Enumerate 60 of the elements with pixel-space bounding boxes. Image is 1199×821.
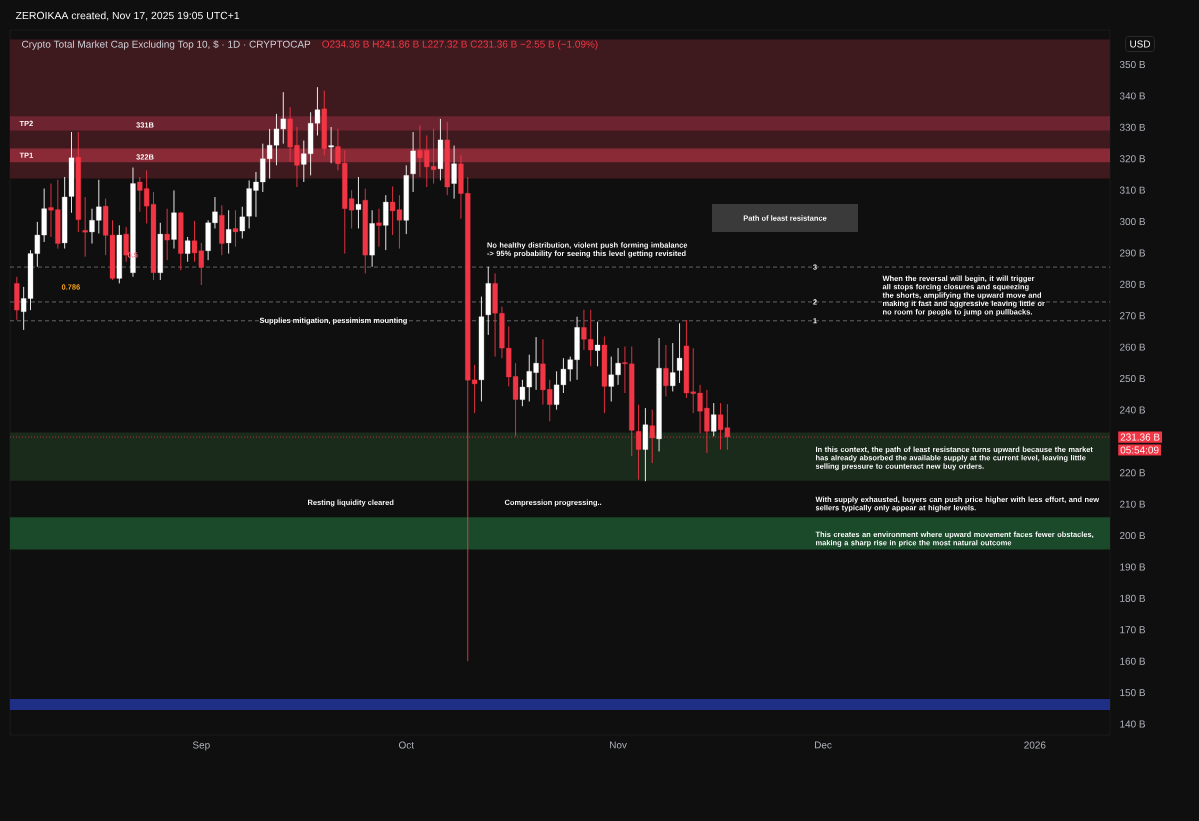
y-tick-label: 250 B <box>1120 375 1146 383</box>
y-tick-label: 340 B <box>1119 92 1146 100</box>
y-tick-label: 350 B <box>1119 61 1146 69</box>
candlestick <box>116 224 122 284</box>
x-tick-label: Sep <box>192 741 210 751</box>
y-tick-label: 180 B <box>1120 594 1146 602</box>
y-tick-label: 140 B <box>1120 720 1146 728</box>
candlestick <box>178 211 184 271</box>
text: 05:54:09 <box>1120 446 1159 454</box>
candlestick <box>444 121 450 196</box>
y-tick-label: 160 B <box>1120 657 1146 665</box>
text: USD <box>1130 40 1151 48</box>
annotation: O234.36 B H241.86 B L227.32 B C231.36 B −2.55 B (−1.09%) <box>322 40 598 50</box>
y-tick-label: 310 B <box>1119 186 1146 194</box>
text: Crypto Total Market Cap Excluding Top 10, $ · 1D · CRYPTOCAP <box>22 40 311 50</box>
candlestick <box>485 266 491 336</box>
y-tick-label: 270 B <box>1120 312 1146 320</box>
candlestick <box>670 342 676 392</box>
candlestick <box>376 208 382 248</box>
candlestick <box>321 90 327 156</box>
candlestick <box>355 176 362 229</box>
candlestick <box>676 322 683 384</box>
candlestick <box>383 194 389 251</box>
y-tick-label: 190 B <box>1120 563 1146 571</box>
y-tick-label: 280 B <box>1120 280 1146 288</box>
candlestick <box>219 204 225 256</box>
candlestick <box>232 209 239 248</box>
ref-line-label: 231.36 B <box>1120 433 1160 441</box>
y-tick-label: 290 B <box>1120 249 1146 257</box>
candlestick <box>75 131 81 233</box>
candlestick <box>478 296 485 402</box>
y-tick-label: 210 B <box>1120 500 1146 508</box>
y-tick-label: 330 B <box>1119 123 1146 131</box>
candlestick <box>601 336 608 414</box>
x-tick-label: Dec <box>814 741 832 749</box>
candlestick <box>711 402 717 437</box>
x-tick-label: Oct <box>398 741 414 749</box>
y-tick-label: 150 B <box>1120 689 1146 697</box>
candlestick <box>437 118 444 181</box>
y-tick-label: 260 B <box>1120 343 1146 351</box>
y-tick-label: 220 B <box>1120 469 1146 477</box>
candlestick <box>185 236 191 263</box>
y-tick-label: 300 B <box>1119 218 1146 226</box>
x-tick-label: 2026 <box>1024 741 1046 749</box>
y-tick-label: 240 B <box>1120 406 1146 414</box>
x-tick-label: Nov <box>610 741 627 749</box>
candlestick <box>226 209 232 255</box>
candlestick <box>164 208 170 261</box>
candlestick <box>403 164 409 235</box>
y-tick-label: 200 B <box>1120 532 1146 540</box>
candlestick <box>328 126 334 164</box>
y-tick-label: 320 B <box>1119 155 1146 163</box>
candlestick <box>594 321 601 367</box>
candlestick <box>157 222 163 281</box>
candlestick <box>362 188 368 274</box>
candlestick <box>642 407 649 482</box>
text: ZEROIKAA created, Nov 17, 2025 19:05 UTC+1 <box>15 11 240 21</box>
candlestick <box>82 196 88 258</box>
y-tick-label: 170 B <box>1120 626 1146 634</box>
candlestick <box>14 276 20 321</box>
